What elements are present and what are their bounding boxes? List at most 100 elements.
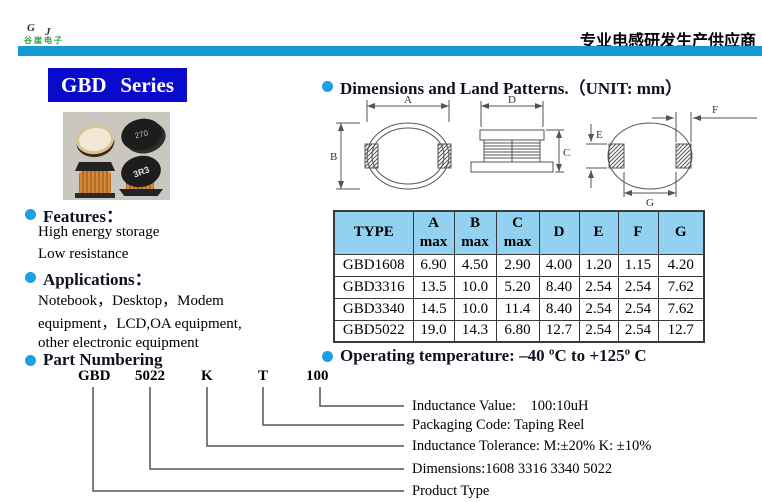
pn-token-tolerance: K bbox=[201, 368, 213, 384]
dim-label-G: G bbox=[646, 197, 654, 208]
dim-label-A: A bbox=[404, 94, 412, 106]
table-cell: 19.0 bbox=[412, 319, 455, 343]
table-header-cell: E bbox=[578, 210, 619, 255]
table-cell: 2.54 bbox=[578, 319, 619, 343]
series-title-word1: GBD bbox=[61, 72, 107, 97]
table-cell: GBD3316 bbox=[333, 275, 414, 299]
features-heading-label: Features： bbox=[43, 207, 123, 226]
table-cell: 12.7 bbox=[538, 319, 580, 343]
applications-heading-label: Applications： bbox=[43, 270, 152, 289]
dim-label-E: E bbox=[596, 129, 603, 141]
dim-label-D: D bbox=[508, 94, 516, 106]
bullet-icon bbox=[322, 81, 333, 92]
table-cell: 12.7 bbox=[657, 319, 705, 343]
series-title-word2: Series bbox=[120, 72, 174, 97]
table-cell: 6.80 bbox=[495, 319, 540, 343]
table-cell: 2.54 bbox=[617, 275, 659, 299]
bullet-icon bbox=[25, 354, 36, 366]
table-cell: 2.90 bbox=[495, 253, 540, 277]
dimensions-heading-label: Dimensions and Land Patterns.（UNIT: mm） bbox=[340, 79, 683, 98]
feature-item: High energy storage bbox=[38, 224, 160, 240]
bullet-icon bbox=[25, 209, 36, 220]
inductor-photo-cream bbox=[74, 122, 116, 157]
table-row: GBD3316 13.5 10.0 5.20 8.40 2.54 2.54 7.62 bbox=[333, 275, 705, 299]
bullet-icon bbox=[322, 350, 333, 362]
header-line: A bbox=[428, 215, 439, 231]
table-header-cell: F bbox=[617, 210, 659, 255]
header-line: B bbox=[469, 215, 480, 231]
header-line: max bbox=[503, 233, 532, 250]
part-numbering-connectors bbox=[92, 387, 404, 492]
table-cell: 1.15 bbox=[617, 253, 659, 277]
inductor-photo-270: 270 bbox=[117, 114, 166, 155]
table-cell: 5.20 bbox=[495, 275, 540, 299]
header-line: max bbox=[461, 233, 489, 250]
table-cell: 10.0 bbox=[453, 275, 497, 299]
table-cell: 14.5 bbox=[412, 297, 455, 321]
part-numbering-heading: Part Numbering bbox=[25, 350, 162, 370]
pn-label-product-type: Product Type bbox=[412, 483, 490, 499]
header-line: TYPE bbox=[353, 224, 394, 241]
table-cell: 2.54 bbox=[578, 297, 619, 321]
pn-label-dimensions: Dimensions:1608 3316 3340 5022 bbox=[412, 461, 613, 477]
table-header-cell: G bbox=[657, 210, 705, 255]
inductor-photo-3r3-base bbox=[119, 189, 163, 196]
logo-caption: 谷崖电子 bbox=[24, 36, 64, 45]
pn-label-inductance-tolerance: Inductance Tolerance: M:±20% K: ±10% bbox=[412, 438, 652, 454]
table-cell: 4.20 bbox=[657, 253, 705, 277]
operating-temperature: Operating temperature: –40 ºC to +125º C bbox=[322, 346, 647, 366]
table-cell: 13.5 bbox=[412, 275, 455, 299]
header-line: G bbox=[674, 224, 687, 241]
feature-item: Low resistance bbox=[38, 246, 129, 262]
pn-label-packaging-code: Packaging Code: Taping Reel bbox=[412, 417, 585, 433]
header-line: F bbox=[633, 224, 643, 241]
pn-token-inductance: 100 bbox=[306, 368, 329, 384]
table-cell: 10.0 bbox=[453, 297, 497, 321]
table-row: GBD1608 6.90 4.50 2.90 4.00 1.20 1.15 4.20 bbox=[333, 253, 705, 277]
inductor-photo-coil-top bbox=[75, 162, 115, 171]
table-cell: 7.62 bbox=[657, 297, 705, 321]
pn-token-packaging: T bbox=[258, 368, 269, 384]
applications-heading: Applications： bbox=[25, 265, 152, 290]
table-row: GBD3340 14.5 10.0 11.4 8.40 2.54 2.54 7.62 bbox=[333, 297, 705, 321]
table-cell: 4.00 bbox=[538, 253, 580, 277]
table-cell: GBD3340 bbox=[333, 297, 414, 321]
features-heading: Features： bbox=[25, 202, 123, 227]
table-cell: 4.50 bbox=[453, 253, 497, 277]
part-numbering-heading-label: Part Numbering bbox=[43, 350, 163, 369]
header-line: max bbox=[419, 233, 448, 250]
application-line: other electronic equipment bbox=[38, 335, 199, 351]
logo-letter-j: J bbox=[44, 26, 51, 38]
inductor-marking-3r3: 3R3 bbox=[131, 163, 151, 180]
series-title-box: GBD Series bbox=[48, 68, 187, 102]
table-cell: 8.40 bbox=[538, 297, 580, 321]
company-logo-icon: G J bbox=[27, 22, 51, 38]
dim-label-C: C bbox=[563, 147, 570, 159]
table-cell: 1.20 bbox=[578, 253, 619, 277]
inductor-photo-coil-base bbox=[75, 193, 115, 198]
table-row: GBD5022 19.0 14.3 6.80 12.7 2.54 2.54 12.7 bbox=[333, 319, 705, 343]
table-header-cell: D bbox=[538, 210, 580, 255]
operating-temperature-label: Operating temperature: –40 ºC to +125º C bbox=[340, 346, 647, 365]
dim-label-F: F bbox=[712, 104, 718, 116]
drawing-land-pattern bbox=[586, 112, 757, 197]
dimension-drawings: A B D C bbox=[330, 94, 757, 208]
header-line: C bbox=[512, 215, 523, 231]
table-cell: 7.62 bbox=[657, 275, 705, 299]
table-cell: GBD1608 bbox=[333, 253, 414, 277]
application-line: Notebook，Desktop，Modem bbox=[38, 293, 224, 309]
logo-letter-g: G bbox=[27, 22, 35, 34]
table-cell: 6.90 bbox=[412, 253, 455, 277]
table-cell: 2.54 bbox=[617, 319, 659, 343]
pn-token-dimensions: 5022 bbox=[135, 368, 165, 384]
table-cell: 14.3 bbox=[453, 319, 497, 343]
drawing-side-view bbox=[470, 101, 564, 173]
dimensions-heading: Dimensions and Land Patterns.（UNIT: mm） bbox=[322, 74, 682, 99]
inductor-photo-coil bbox=[79, 171, 111, 195]
pn-token-product: GBD bbox=[78, 368, 111, 384]
